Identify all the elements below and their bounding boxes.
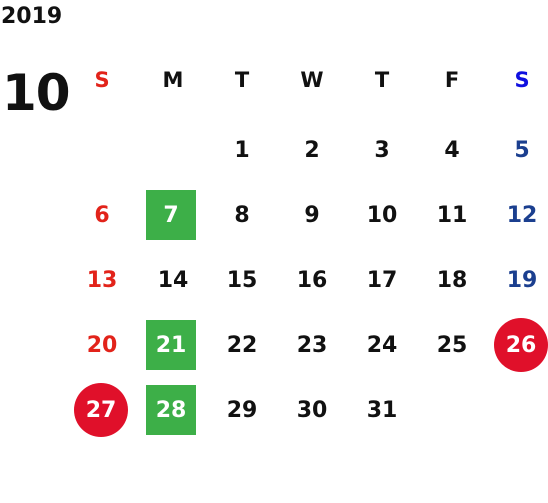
day-cell-highlighted-green[interactable]: 28 [146, 385, 196, 435]
day-cell[interactable]: 29 [226, 397, 258, 423]
day-cell-highlighted-green[interactable]: 7 [146, 190, 196, 240]
weekday-header-tue: T [234, 68, 250, 92]
day-cell[interactable]: 2 [304, 137, 320, 163]
day-cell[interactable]: 8 [234, 202, 250, 228]
weekday-header-fri: F [444, 68, 460, 92]
day-cell-sunday[interactable]: 13 [86, 267, 118, 293]
month-number: 10 [2, 64, 71, 122]
day-cell[interactable]: 18 [436, 267, 468, 293]
day-cell[interactable]: 17 [366, 267, 398, 293]
day-cell[interactable]: 11 [436, 202, 468, 228]
day-cell[interactable]: 9 [304, 202, 320, 228]
day-cell[interactable]: 25 [436, 332, 468, 358]
weekday-header-sat: S [514, 68, 530, 92]
day-cell[interactable]: 1 [234, 137, 250, 163]
day-cell-sunday[interactable]: 6 [94, 202, 110, 228]
day-cell[interactable]: 3 [374, 137, 390, 163]
day-cell[interactable]: 15 [226, 267, 258, 293]
weekday-header-mon: M [162, 68, 184, 92]
day-cell-saturday[interactable]: 5 [514, 137, 530, 163]
day-cell[interactable]: 24 [366, 332, 398, 358]
day-cell-highlighted-red[interactable]: 27 [74, 383, 128, 437]
day-cell-highlighted-green[interactable]: 21 [146, 320, 196, 370]
day-cell[interactable]: 4 [444, 137, 460, 163]
day-cell[interactable]: 31 [366, 397, 398, 423]
day-cell-sunday[interactable]: 20 [86, 332, 118, 358]
weekday-header-thu: T [374, 68, 390, 92]
day-cell-saturday[interactable]: 19 [506, 267, 538, 293]
weekday-header-sun: S [94, 68, 110, 92]
year-label: 2019 [1, 4, 63, 29]
day-cell[interactable]: 10 [366, 202, 398, 228]
day-cell[interactable]: 22 [226, 332, 258, 358]
day-cell[interactable]: 23 [296, 332, 328, 358]
day-cell[interactable]: 14 [157, 267, 189, 293]
day-cell-saturday[interactable]: 12 [506, 202, 538, 228]
day-cell-highlighted-red[interactable]: 26 [494, 318, 548, 372]
day-cell[interactable]: 16 [296, 267, 328, 293]
day-cell[interactable]: 30 [296, 397, 328, 423]
weekday-header-wed: W [300, 68, 324, 92]
